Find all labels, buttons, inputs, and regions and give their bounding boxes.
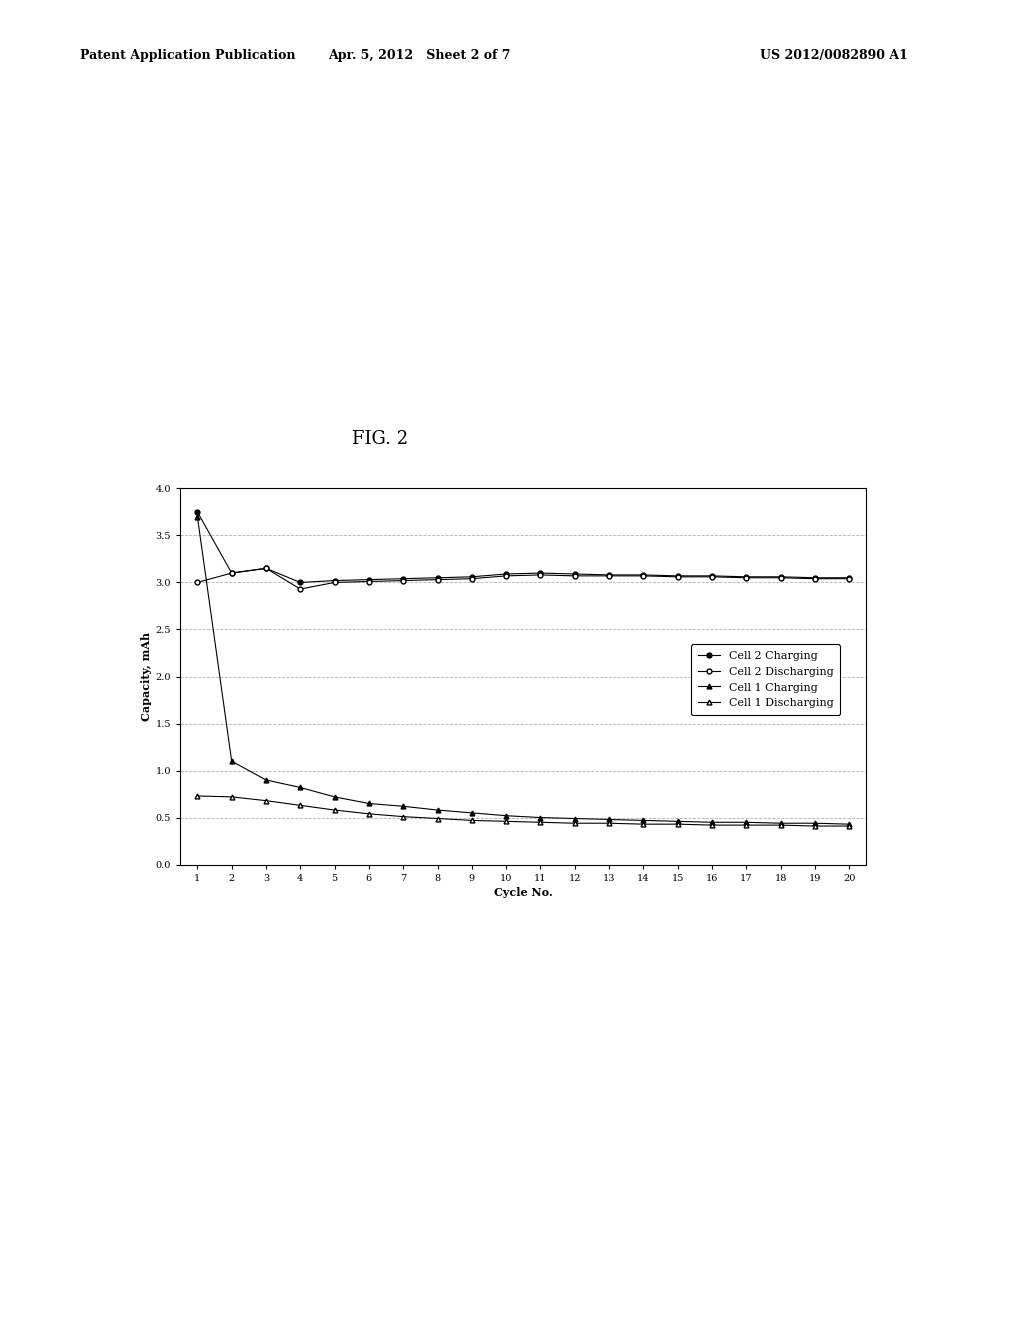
Cell 1 Charging (706, 814, 718, 830)
Cell 2 Charging (568, 566, 581, 582)
Cell 1 Discharging (500, 813, 512, 829)
Line: Cell 2 Charging: Cell 2 Charging (195, 510, 852, 585)
Cell 2 Discharging (603, 568, 615, 583)
Cell 2 Charging (431, 570, 443, 586)
Cell 2 Discharging (294, 581, 306, 597)
Cell 2 Discharging (535, 568, 547, 583)
Cell 1 Discharging (260, 793, 272, 809)
Cell 2 Charging (362, 572, 375, 587)
Cell 1 Discharging (191, 788, 204, 804)
Cell 2 Discharging (260, 561, 272, 577)
Cell 1 Charging (260, 772, 272, 788)
Cell 1 Charging (568, 810, 581, 826)
Cell 1 Charging (535, 809, 547, 825)
Text: FIG. 2: FIG. 2 (352, 430, 408, 449)
Cell 2 Charging (294, 574, 306, 590)
Line: Cell 1 Discharging: Cell 1 Discharging (195, 793, 852, 829)
Cell 1 Discharging (466, 813, 478, 829)
Cell 1 Charging (329, 789, 341, 805)
Cell 1 Discharging (740, 817, 753, 833)
Cell 2 Discharging (843, 570, 855, 586)
Cell 1 Discharging (809, 818, 821, 834)
Cell 2 Charging (466, 569, 478, 585)
Cell 2 Charging (740, 569, 753, 585)
Cell 2 Charging (843, 570, 855, 586)
Cell 1 Charging (431, 803, 443, 818)
Cell 2 Charging (500, 566, 512, 582)
Cell 1 Charging (809, 816, 821, 832)
Cell 1 Discharging (362, 807, 375, 822)
Cell 1 Discharging (329, 803, 341, 818)
Cell 2 Charging (225, 565, 238, 581)
Cell 1 Discharging (706, 817, 718, 833)
Cell 2 Charging (706, 568, 718, 583)
Cell 2 Discharging (774, 570, 786, 586)
Cell 1 Discharging (568, 816, 581, 832)
Cell 2 Discharging (637, 568, 649, 583)
Cell 1 Charging (637, 813, 649, 829)
Cell 2 Discharging (672, 569, 684, 585)
Cell 1 Discharging (637, 816, 649, 832)
Cell 1 Charging (191, 508, 204, 524)
Text: Patent Application Publication: Patent Application Publication (80, 49, 295, 62)
Cell 1 Charging (774, 816, 786, 832)
Cell 2 Discharging (809, 570, 821, 586)
Line: Cell 1 Charging: Cell 1 Charging (195, 515, 852, 826)
Cell 1 Charging (603, 812, 615, 828)
Text: Apr. 5, 2012   Sheet 2 of 7: Apr. 5, 2012 Sheet 2 of 7 (329, 49, 511, 62)
Cell 2 Charging (603, 568, 615, 583)
Cell 1 Discharging (535, 814, 547, 830)
Cell 1 Charging (362, 796, 375, 812)
Cell 2 Charging (672, 568, 684, 583)
Cell 2 Charging (535, 565, 547, 581)
Cell 1 Discharging (774, 817, 786, 833)
Cell 1 Discharging (225, 789, 238, 805)
Cell 2 Charging (397, 570, 410, 586)
Cell 2 Discharging (431, 572, 443, 587)
Cell 2 Charging (329, 573, 341, 589)
Cell 2 Charging (774, 569, 786, 585)
Cell 1 Charging (397, 799, 410, 814)
Line: Cell 2 Discharging: Cell 2 Discharging (195, 566, 852, 591)
Cell 1 Discharging (603, 816, 615, 832)
Cell 2 Discharging (500, 568, 512, 583)
Y-axis label: Capacity, mAh: Capacity, mAh (140, 632, 152, 721)
Cell 2 Discharging (397, 573, 410, 589)
Cell 1 Discharging (843, 818, 855, 834)
Cell 1 Discharging (672, 816, 684, 832)
Cell 2 Discharging (225, 565, 238, 581)
Cell 1 Charging (500, 808, 512, 824)
Legend: Cell 2 Charging, Cell 2 Discharging, Cell 1 Charging, Cell 1 Discharging: Cell 2 Charging, Cell 2 Discharging, Cel… (691, 644, 840, 715)
Cell 1 Charging (294, 780, 306, 796)
Cell 2 Discharging (568, 568, 581, 583)
Cell 1 Charging (225, 754, 238, 770)
Cell 1 Charging (843, 816, 855, 832)
Cell 2 Charging (809, 570, 821, 586)
Cell 2 Discharging (362, 574, 375, 590)
Text: US 2012/0082890 A1: US 2012/0082890 A1 (760, 49, 907, 62)
Cell 2 Charging (260, 561, 272, 577)
Cell 1 Discharging (431, 810, 443, 826)
Cell 1 Charging (466, 805, 478, 821)
Cell 2 Discharging (329, 574, 341, 590)
Cell 2 Discharging (706, 569, 718, 585)
Cell 1 Discharging (397, 809, 410, 825)
Cell 2 Discharging (191, 574, 204, 590)
Cell 2 Discharging (466, 570, 478, 586)
Cell 2 Charging (191, 504, 204, 520)
X-axis label: Cycle No.: Cycle No. (494, 887, 553, 898)
Cell 2 Discharging (740, 570, 753, 586)
Cell 1 Charging (740, 814, 753, 830)
Cell 1 Charging (672, 813, 684, 829)
Cell 1 Discharging (294, 797, 306, 813)
Cell 2 Charging (637, 568, 649, 583)
